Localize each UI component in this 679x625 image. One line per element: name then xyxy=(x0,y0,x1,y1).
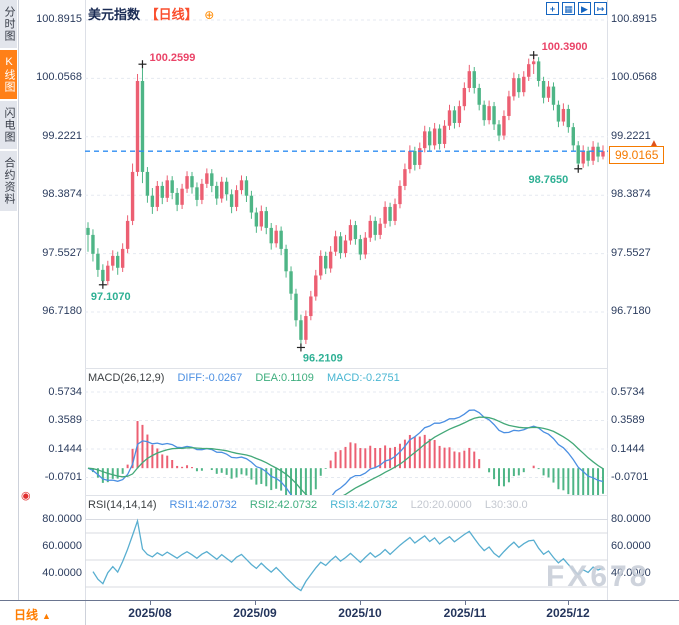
macd-diff-value: DIFF:-0.0267 xyxy=(177,372,243,384)
crosshair-icon[interactable]: + xyxy=(546,2,559,15)
month-tick xyxy=(255,601,256,605)
macd-axis-left-label: 0.3589 xyxy=(48,414,82,426)
macd-separator xyxy=(85,368,608,369)
plot-right-border xyxy=(607,0,608,600)
rsi-axis-right-label: 60.0000 xyxy=(611,540,651,552)
symbol-name: 美元指数 xyxy=(88,7,141,22)
x-axis-month-label: 2025/12 xyxy=(546,606,590,620)
price-axis-right-label: 100.0568 xyxy=(611,71,657,83)
rsi-separator xyxy=(85,495,608,496)
price-axis-left-label: 100.0568 xyxy=(36,71,82,83)
macd-axis-right-label: 0.1444 xyxy=(611,443,645,455)
macd-panel-chart xyxy=(85,391,608,495)
rsi-axis-left-label: 80.0000 xyxy=(42,513,82,525)
tab-contract-info[interactable]: 合约资料 xyxy=(0,151,17,211)
chart-toolbar: + ▦ ▶ ↦ xyxy=(546,2,607,15)
macd-axis-right-label: 0.5734 xyxy=(611,386,645,398)
tab-lightning[interactable]: 闪电图 xyxy=(0,101,17,149)
macd-header: MACD(26,12,9) DIFF:-0.0267 DEA:0.1109 MA… xyxy=(88,372,400,384)
macd-axis-right-label: 0.3589 xyxy=(611,414,645,426)
x-axis-month-label: 2025/11 xyxy=(443,606,487,620)
price-axis-left-label: 96.7180 xyxy=(42,305,82,317)
chart-title: 美元指数 【日线】 ⊕ xyxy=(88,4,214,23)
month-tick xyxy=(150,601,151,605)
x-axis-month-label: 2025/09 xyxy=(233,606,277,620)
macd-hist-value: MACD:-0.2751 xyxy=(326,372,400,384)
macd-axis-left-label: 0.5734 xyxy=(48,386,82,398)
watermark: FX678 xyxy=(546,560,650,593)
price-axis-right-label: 96.7180 xyxy=(611,305,651,317)
current-price-badge: 99.0165 xyxy=(609,146,665,164)
expand-icon[interactable]: ⊕ xyxy=(204,8,215,22)
price-up-arrow-icon: ▲ xyxy=(649,138,659,149)
rsi-axis-right-label: 80.0000 xyxy=(611,513,651,525)
macd-axis-left-label: 0.1444 xyxy=(48,443,82,455)
rsi-axis-right-label: 40.0000 xyxy=(611,567,651,579)
time-axis-bar: 日线 ▲ 2025/08 2025/09 2025/10 2025/11 2025… xyxy=(0,600,679,625)
svg-text:97.1070: 97.1070 xyxy=(91,291,131,303)
x-axis-month-label: 2025/10 xyxy=(338,606,382,620)
bottom-bar-divider xyxy=(85,601,86,625)
plot-left-border xyxy=(85,0,86,600)
rsi1-value: RSI1:42.0732 xyxy=(169,499,237,511)
svg-text:100.3900: 100.3900 xyxy=(542,41,588,53)
rsi-l20-value: L20:20.0000 xyxy=(410,499,472,511)
rsi-axis-left-label: 60.0000 xyxy=(42,540,82,552)
svg-text:96.2109: 96.2109 xyxy=(303,352,343,364)
period-selector[interactable]: 日线 ▲ xyxy=(14,606,51,623)
price-axis-left-label: 97.5527 xyxy=(42,247,82,259)
rsi-axis-left-label: 40.0000 xyxy=(42,567,82,579)
svg-text:100.2599: 100.2599 xyxy=(149,52,195,64)
pan-right-icon[interactable]: ↦ xyxy=(594,2,607,15)
tab-time-share[interactable]: 分时图 xyxy=(0,0,17,48)
zoom-run-icon[interactable]: ▶ xyxy=(578,2,591,15)
price-axis-right-label: 97.5527 xyxy=(611,247,651,259)
macd-axis-right-label: -0.0701 xyxy=(611,471,649,483)
month-tick xyxy=(568,601,569,605)
period-label: 日线 xyxy=(14,608,39,622)
rsi-name: RSI(14,14,14) xyxy=(88,499,157,511)
price-axis-right-label: 98.3874 xyxy=(611,188,651,200)
price-axis-left-label: 100.8915 xyxy=(36,13,82,25)
svg-text:98.7650: 98.7650 xyxy=(528,174,568,186)
macd-dea-value: DEA:0.1109 xyxy=(255,372,314,384)
period-arrow-icon: ▲ xyxy=(42,611,51,621)
price-axis-right-label: 99.2221 xyxy=(611,130,651,142)
price-axis-left-label: 98.3874 xyxy=(42,188,82,200)
x-axis-month-label: 2025/08 xyxy=(128,606,172,620)
live-indicator-icon[interactable]: ◉ xyxy=(21,490,31,502)
rsi2-value: RSI2:42.0732 xyxy=(249,499,318,511)
macd-axis-left-label: -0.0701 xyxy=(44,471,82,483)
chart-type-tabstrip: 分时图 K线图 闪电图 合约资料 xyxy=(0,0,19,600)
month-tick xyxy=(360,601,361,605)
price-axis-right-label: 100.8915 xyxy=(611,13,657,25)
rsi-header: RSI(14,14,14) RSI1:42.0732 RSI2:42.0732 … xyxy=(88,499,528,511)
main-candlestick-chart[interactable]: 100.2599 100.3900 97.1070 96.2109 98.7650 xyxy=(85,18,608,368)
rsi-panel-chart xyxy=(85,518,608,592)
month-tick xyxy=(465,601,466,605)
rsi-l30-value: L30:30.0 xyxy=(484,499,528,511)
rsi3-value: RSI3:42.0732 xyxy=(330,499,398,511)
period-tag: 【日线】 xyxy=(145,7,198,22)
price-axis-left-label: 99.2221 xyxy=(42,130,82,142)
tab-candlestick[interactable]: K线图 xyxy=(0,50,17,99)
macd-name: MACD(26,12,9) xyxy=(88,372,165,384)
zoom-axis-icon[interactable]: ▦ xyxy=(562,2,575,15)
